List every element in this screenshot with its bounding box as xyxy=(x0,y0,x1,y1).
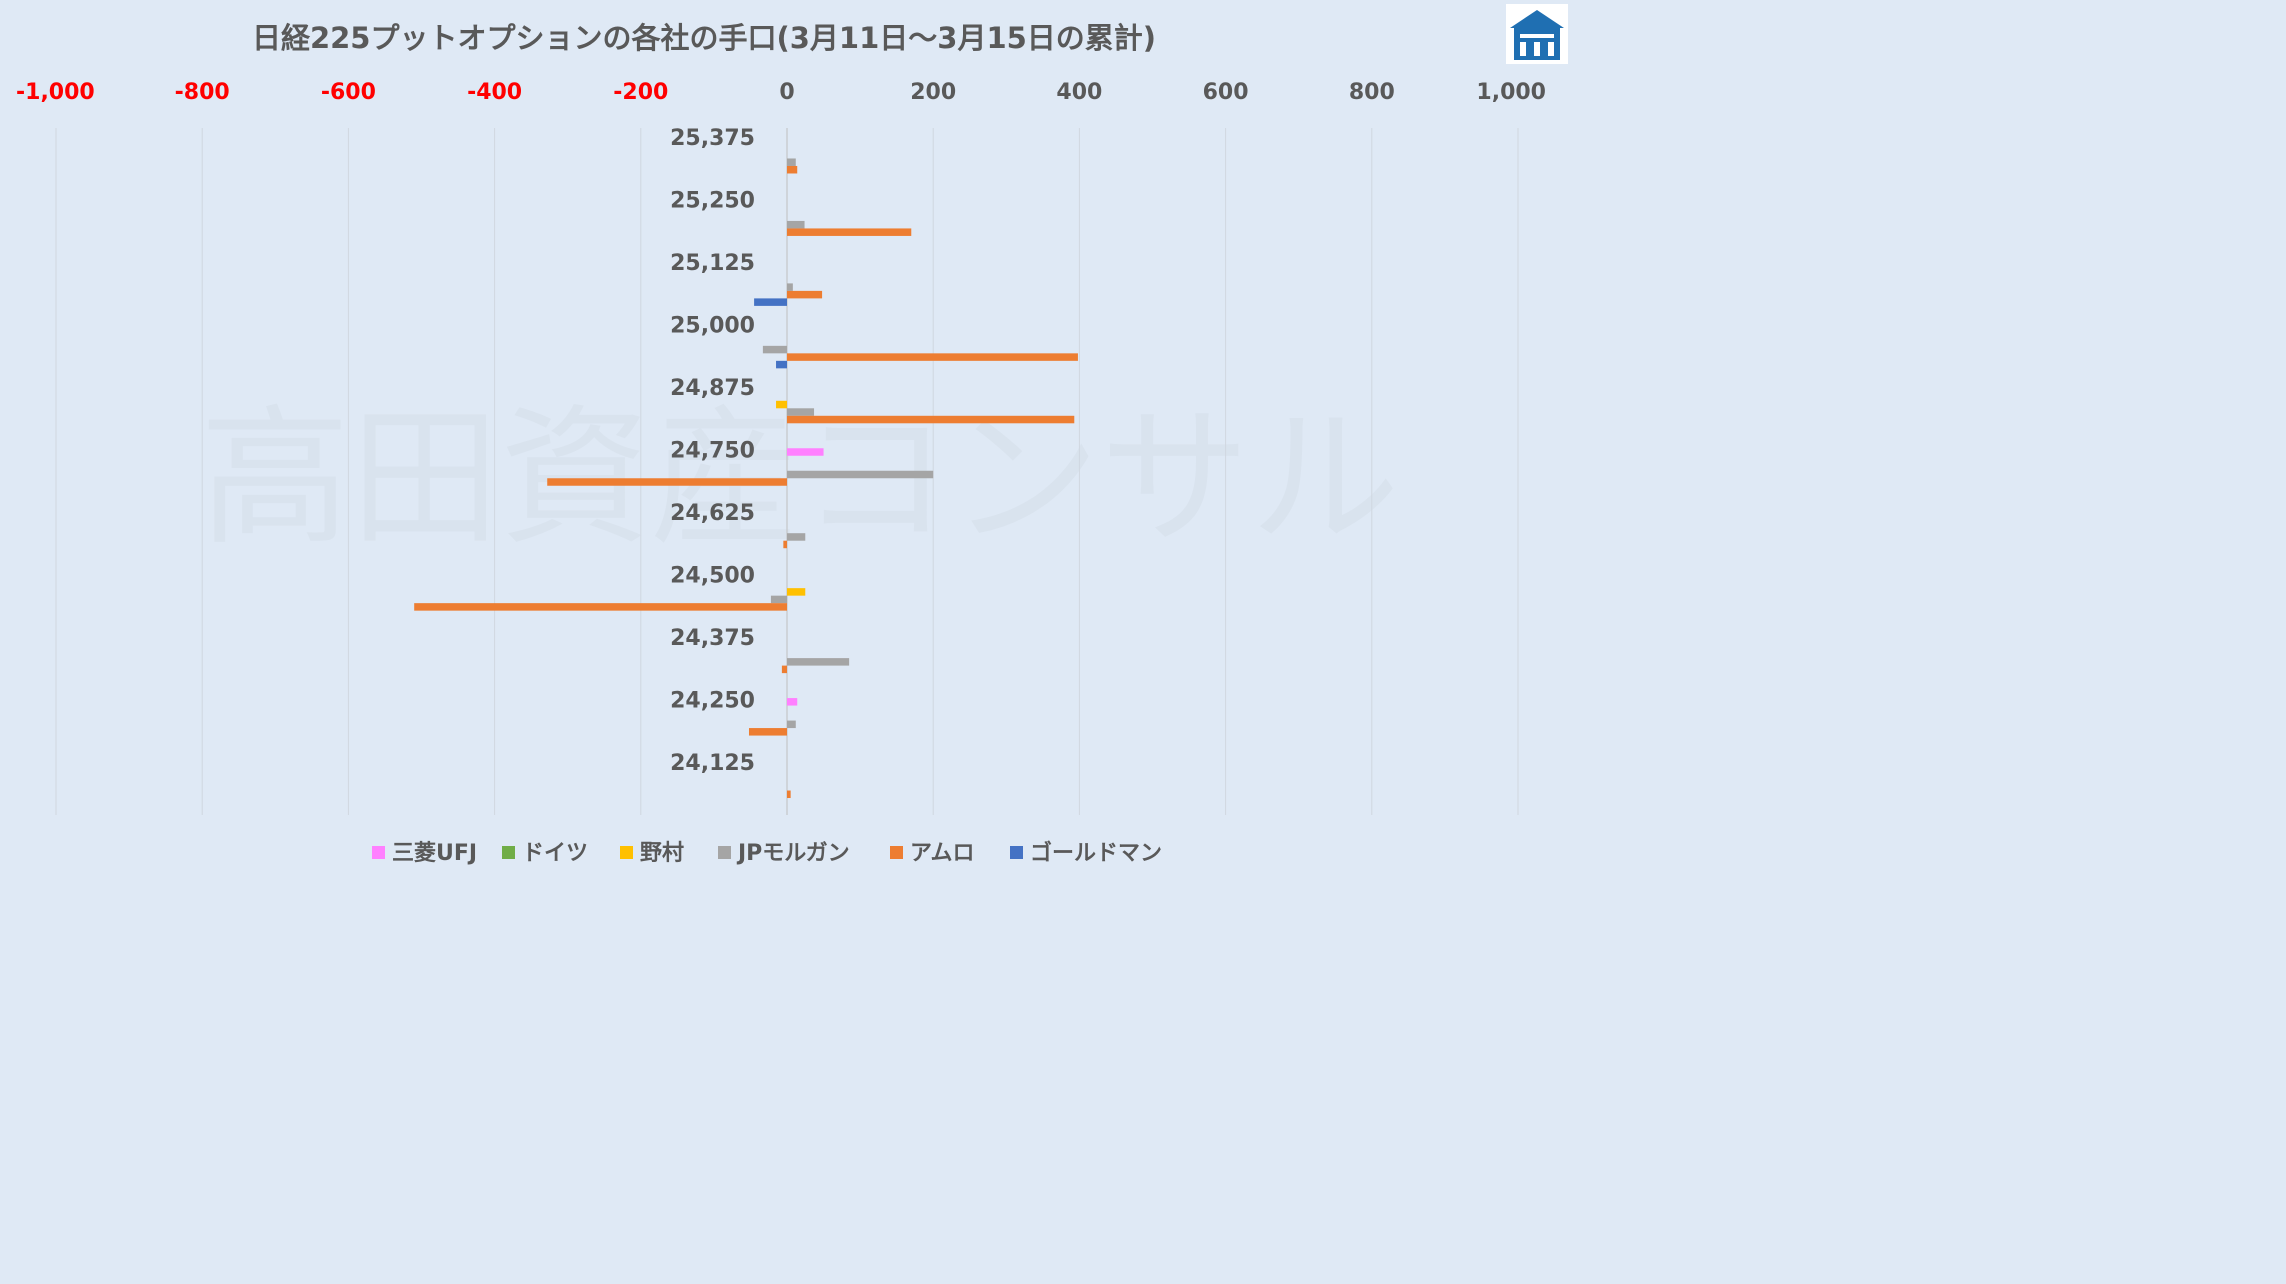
bar xyxy=(547,478,787,486)
bar xyxy=(787,158,796,166)
x-tick-label: -200 xyxy=(613,80,668,105)
bar xyxy=(787,470,934,479)
category-label: 25,375 xyxy=(670,126,755,151)
logo-stripe xyxy=(1520,34,1554,38)
bar xyxy=(787,415,1075,424)
x-tick-label: 1,000 xyxy=(1476,80,1546,105)
x-tick-label: -800 xyxy=(175,80,230,105)
bar xyxy=(781,665,787,674)
category-label: 24,125 xyxy=(670,751,755,776)
bar xyxy=(787,408,815,416)
category-label: 24,500 xyxy=(670,563,755,588)
bar xyxy=(787,790,791,799)
x-tick-label: 200 xyxy=(910,80,956,105)
bar xyxy=(787,290,823,299)
category-label: 25,125 xyxy=(670,251,755,276)
chart-container: 高田資産コンサル 日経225プットオプションの各社の手口(3月11日～3月15日の… xyxy=(0,0,1568,881)
legend-label: アムロ xyxy=(910,841,974,866)
bar xyxy=(776,360,787,369)
bar xyxy=(748,728,787,736)
bar xyxy=(787,448,824,456)
x-tick-label: -1,000 xyxy=(16,80,95,105)
bar xyxy=(787,720,796,729)
x-tick-label: -400 xyxy=(467,80,522,105)
legend-label: 野村 xyxy=(640,841,684,866)
legend-swatch xyxy=(890,846,903,859)
category-label: 24,750 xyxy=(670,439,755,464)
legend-swatch xyxy=(1010,846,1023,859)
legend-swatch xyxy=(372,846,385,859)
put-option-chart: 高田資産コンサル日経225プットオプションの各社の手口(3月11日～3月15日の… xyxy=(16,4,1568,866)
category-label: 25,250 xyxy=(670,189,755,214)
category-label: 24,375 xyxy=(670,626,755,651)
logo-pillar xyxy=(1548,42,1554,56)
category-label: 24,625 xyxy=(670,501,755,526)
chart-title: 日経225プットオプションの各社の手口(3月11日～3月15日の累計) xyxy=(252,21,1156,55)
legend-swatch xyxy=(502,846,515,859)
bar xyxy=(754,298,787,306)
legend-label: ドイツ xyxy=(522,841,588,866)
bar xyxy=(787,588,806,596)
bar xyxy=(787,228,912,236)
x-tick-label: 400 xyxy=(1056,80,1102,105)
takata-logo-icon xyxy=(1506,4,1568,64)
bar xyxy=(414,603,787,611)
x-tick-label: -600 xyxy=(321,80,376,105)
logo-pillar xyxy=(1520,42,1526,56)
bar xyxy=(787,353,1078,361)
legend-swatch xyxy=(718,846,731,859)
bar xyxy=(787,658,850,666)
x-tick-label: 800 xyxy=(1349,80,1395,105)
category-label: 25,000 xyxy=(670,314,755,339)
legend-label: ゴールドマン xyxy=(1030,840,1162,866)
bar xyxy=(762,345,787,354)
bar xyxy=(783,540,787,549)
bar xyxy=(787,283,793,291)
bar xyxy=(787,533,806,541)
bar xyxy=(787,698,798,706)
legend-label: 三菱UFJ xyxy=(392,840,477,866)
bar xyxy=(787,165,798,174)
x-tick-label: 0 xyxy=(779,80,794,105)
bar xyxy=(787,220,805,229)
category-label: 24,875 xyxy=(670,376,755,401)
legend-label: JPモルガン xyxy=(736,841,850,866)
category-label: 24,250 xyxy=(670,688,755,713)
bar xyxy=(770,595,787,604)
legend-swatch xyxy=(620,846,633,859)
x-tick-label: 600 xyxy=(1203,80,1249,105)
bar xyxy=(776,400,787,409)
logo-pillar xyxy=(1534,42,1540,56)
